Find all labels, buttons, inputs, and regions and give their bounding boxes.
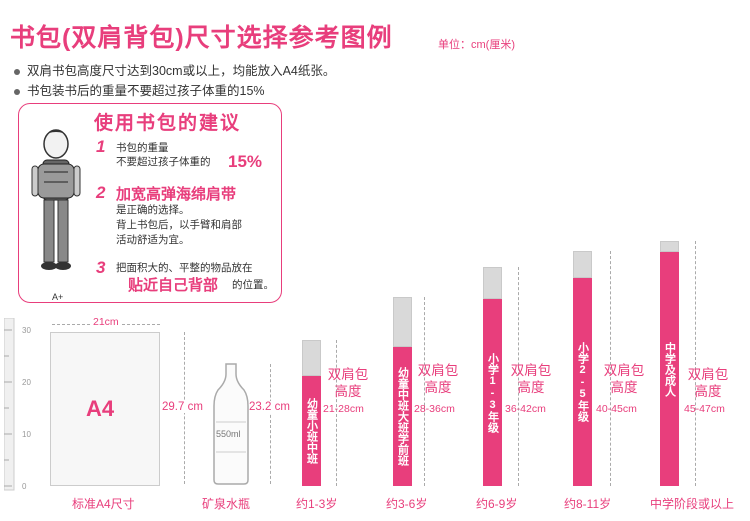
tip-2-line1: 是正确的选择。 bbox=[116, 204, 190, 216]
figure-label: A+ bbox=[52, 292, 64, 302]
bottle-volume: 550ml bbox=[216, 429, 241, 439]
bag-3-dim-line1: 双肩包 bbox=[510, 363, 552, 378]
bag-5-bar: 中学及成人 bbox=[660, 252, 679, 486]
bag-3-dim-line bbox=[518, 267, 519, 486]
tip-1-line2: 不要超过孩子体重的 bbox=[116, 156, 211, 168]
tip-2-line3: 活动舒适为宜。 bbox=[116, 234, 190, 246]
bag-1-range: 21-28cm bbox=[323, 403, 364, 415]
bag-2-top bbox=[393, 297, 412, 347]
bag-4-dim-label: 双肩包 高度 bbox=[598, 362, 650, 396]
bottle-height-label: 23.2 cm bbox=[249, 401, 290, 413]
bag-4-dim-line1: 双肩包 bbox=[603, 363, 645, 378]
bullet-icon bbox=[14, 88, 20, 95]
bag-4-top bbox=[573, 251, 592, 278]
bag-5-range: 45-47cm bbox=[684, 403, 725, 415]
note-2: 书包装书后的重量不要超过孩子体重的15% bbox=[14, 80, 265, 99]
ruler-tick-10: 10 bbox=[22, 430, 31, 439]
bag-4-age: 约8-11岁 bbox=[564, 497, 612, 511]
bag-1-top bbox=[302, 340, 321, 376]
bag-2-dim-line1: 双肩包 bbox=[417, 363, 459, 378]
bag-2-dim-line2: 高度 bbox=[424, 380, 452, 395]
note-2-text: 书包装书后的重量不要超过孩子体重的15% bbox=[27, 84, 265, 98]
bag-4-bar: 小学2-5年级 bbox=[573, 278, 592, 486]
note-1: 双肩书包高度尺寸达到30cm或以上，均能放入A4纸张。 bbox=[14, 60, 335, 79]
bag-1-dim-line bbox=[336, 340, 337, 486]
bag-2-grade: 幼童中班大班学前班 bbox=[396, 367, 409, 466]
unit-label: 单位：cm(厘米) bbox=[438, 39, 515, 51]
vertical-ruler bbox=[4, 318, 15, 491]
bag-5-dim-label: 双肩包 高度 bbox=[682, 366, 734, 400]
tip-3-number: 3 bbox=[96, 258, 106, 277]
bag-1-dim-line2: 高度 bbox=[334, 384, 362, 399]
bag-5-dim-line1: 双肩包 bbox=[687, 367, 729, 382]
bullet-icon bbox=[14, 68, 20, 75]
bottle-caption: 矿泉水瓶 bbox=[202, 497, 251, 511]
bag-5-dim-line2: 高度 bbox=[694, 384, 722, 399]
bag-3-dim-line2: 高度 bbox=[517, 380, 545, 395]
advice-panel-title: 使用书包的建议 bbox=[94, 113, 242, 134]
a4-width-label: 21cm bbox=[90, 316, 122, 328]
page-title: 书包(双肩背包)尺寸选择参考图例 bbox=[10, 24, 393, 52]
tip-1-line1: 书包的重量 bbox=[116, 142, 169, 154]
tip-1-percent: 15% bbox=[228, 152, 263, 171]
bag-3-age: 约6-9岁 bbox=[476, 497, 518, 511]
tip-3-tail: 的位置。 bbox=[232, 279, 274, 291]
bag-3-grade: 小学1-3年级 bbox=[486, 352, 499, 433]
bag-3-dim-label: 双肩包 高度 bbox=[505, 362, 557, 396]
ruler-tick-20: 20 bbox=[22, 378, 31, 387]
bag-3-range: 36-42cm bbox=[505, 403, 546, 415]
bag-1-bar: 幼童小班中班 bbox=[302, 376, 321, 486]
bag-4-grade: 小学2-5年级 bbox=[576, 342, 589, 422]
a4-label: A4 bbox=[86, 396, 115, 421]
bag-4-range: 40-45cm bbox=[596, 403, 637, 415]
bag-4-dim-line2: 高度 bbox=[610, 380, 638, 395]
bag-2-range: 28-36cm bbox=[414, 403, 455, 415]
tip-1-number: 1 bbox=[96, 137, 106, 156]
tip-2-line2: 背上书包后，以手臂和肩部 bbox=[116, 219, 242, 231]
bag-5-grade: 中学及成人 bbox=[663, 341, 676, 397]
tip-3-big: 贴近自己背部 bbox=[128, 277, 219, 294]
child-backpack-figure bbox=[31, 129, 81, 270]
bag-2-dim-label: 双肩包 高度 bbox=[412, 362, 464, 396]
bag-4-dim-line bbox=[610, 251, 611, 486]
note-1-text: 双肩书包高度尺寸达到30cm或以上，均能放入A4纸张。 bbox=[27, 64, 336, 78]
bag-2-bar: 幼童中班大班学前班 bbox=[393, 347, 412, 486]
bag-5-top bbox=[660, 241, 679, 252]
bottle-icon bbox=[213, 363, 249, 485]
a4-height-label: 29.7 cm bbox=[162, 401, 203, 413]
ruler-tick-0: 0 bbox=[22, 482, 27, 491]
bag-5-age: 中学阶段或以上 bbox=[650, 497, 735, 511]
bottle-height-line bbox=[270, 364, 271, 484]
bag-1-age: 约1-3岁 bbox=[296, 497, 338, 511]
tip-2-heading: 加宽高弹海绵肩带 bbox=[116, 186, 237, 203]
bag-3-top bbox=[483, 267, 502, 299]
bag-1-grade: 幼童小班中班 bbox=[305, 398, 318, 464]
bag-1-dim-line1: 双肩包 bbox=[327, 367, 369, 382]
tip-3-line1: 把面积大的、平整的物品放在 bbox=[116, 262, 253, 274]
bag-2-age: 约3-6岁 bbox=[386, 497, 428, 511]
bag-1-dim-label: 双肩包 高度 bbox=[322, 366, 374, 400]
a4-caption: 标准A4尺寸 bbox=[72, 497, 135, 511]
bag-2-dim-line bbox=[424, 297, 425, 486]
tip-2-number: 2 bbox=[96, 183, 106, 202]
a4-sheet bbox=[50, 332, 160, 486]
bag-5-dim-line bbox=[695, 241, 696, 486]
bag-3-bar: 小学1-3年级 bbox=[483, 299, 502, 486]
ruler-tick-30: 30 bbox=[22, 326, 31, 335]
